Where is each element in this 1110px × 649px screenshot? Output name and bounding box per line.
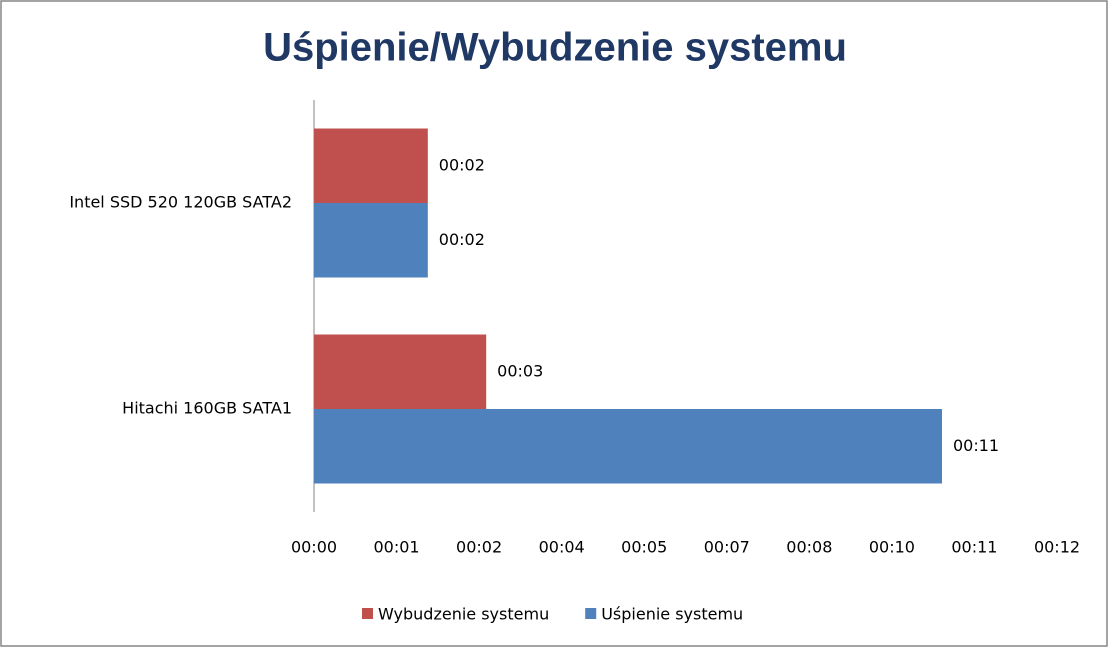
- x-tick-label: 00:12: [1034, 538, 1080, 557]
- data-label: 00:03: [497, 361, 543, 380]
- bar: [314, 203, 428, 278]
- legend-swatch: [362, 608, 373, 619]
- bar: [314, 409, 943, 484]
- x-tick-label: 00:02: [456, 538, 502, 557]
- legend-label: Uśpienie systemu: [601, 605, 743, 624]
- legend-swatch: [585, 608, 597, 619]
- data-label: 00:11: [953, 436, 999, 455]
- data-label: 00:02: [439, 155, 485, 174]
- x-tick-label: 00:01: [374, 538, 420, 557]
- chart-title: Uśpienie/Wybudzenie systemu: [263, 26, 847, 70]
- bar: [314, 128, 428, 203]
- x-tick-label: 00:00: [291, 538, 337, 557]
- bar: [314, 334, 487, 409]
- data-label: 00:02: [439, 230, 485, 249]
- x-tick-label: 00:10: [869, 538, 915, 557]
- x-tick-label: 00:05: [621, 538, 667, 557]
- y-tick-label: Intel SSD 520 120GB SATA2: [69, 193, 292, 212]
- x-tick-label: 00:07: [704, 538, 750, 557]
- legend-label: Wybudzenie systemu: [378, 605, 549, 624]
- x-tick-label: 00:04: [539, 538, 585, 557]
- x-tick-label: 00:11: [951, 538, 997, 557]
- x-tick-label: 00:08: [786, 538, 832, 557]
- y-tick-label: Hitachi 160GB SATA1: [122, 399, 292, 418]
